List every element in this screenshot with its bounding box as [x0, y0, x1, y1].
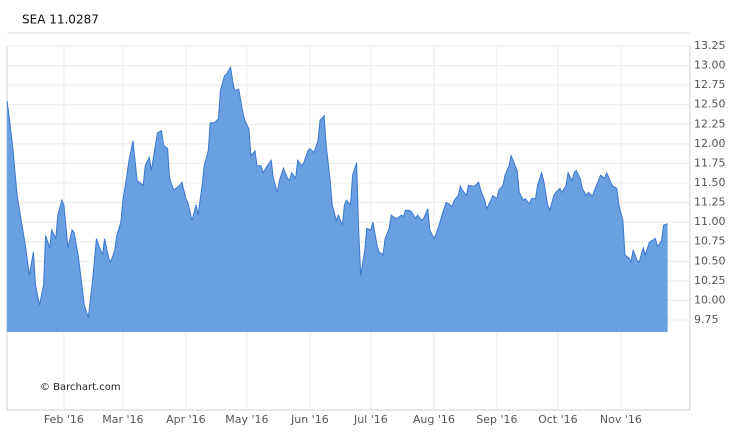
- y-tick-label: 13.25: [694, 39, 726, 52]
- y-tick-label: 10.75: [694, 235, 726, 248]
- x-tick-label: Jul '16: [353, 413, 388, 426]
- x-tick-label: May '16: [225, 413, 268, 426]
- y-tick-label: 10.25: [694, 274, 726, 287]
- annotation: © Barchart.com: [40, 382, 121, 393]
- x-tick-label: Aug '16: [413, 413, 455, 426]
- y-tick-label: 10.50: [694, 254, 726, 267]
- x-tick-label: Apr '16: [166, 413, 206, 426]
- y-tick-label: 11.50: [694, 176, 726, 189]
- y-tick-label: 11.25: [694, 196, 726, 209]
- x-tick-label: Jun '16: [290, 413, 329, 426]
- x-tick-label: Feb '16: [44, 413, 84, 426]
- y-tick-label: 10.00: [694, 293, 726, 306]
- y-tick-label: 11.00: [694, 215, 726, 228]
- x-tick-label: Nov '16: [600, 413, 642, 426]
- x-tick-label: Mar '16: [102, 413, 143, 426]
- y-tick-label: 9.75: [694, 313, 719, 326]
- y-tick-label: 12.75: [694, 78, 726, 91]
- line: [6, 65, 668, 318]
- x-tick-label: Oct '16: [538, 413, 578, 426]
- y-tick-label: 13.00: [694, 59, 726, 72]
- x-tick-label: Sep '16: [476, 413, 517, 426]
- y-tick-label: 11.75: [694, 156, 726, 169]
- y-tick-label: 12.25: [694, 117, 726, 130]
- y-tick-label: 12.00: [694, 137, 726, 150]
- chart-title: SEA 11.0287: [22, 13, 99, 27]
- area: [7, 67, 668, 332]
- y-tick-label: 12.50: [694, 98, 726, 111]
